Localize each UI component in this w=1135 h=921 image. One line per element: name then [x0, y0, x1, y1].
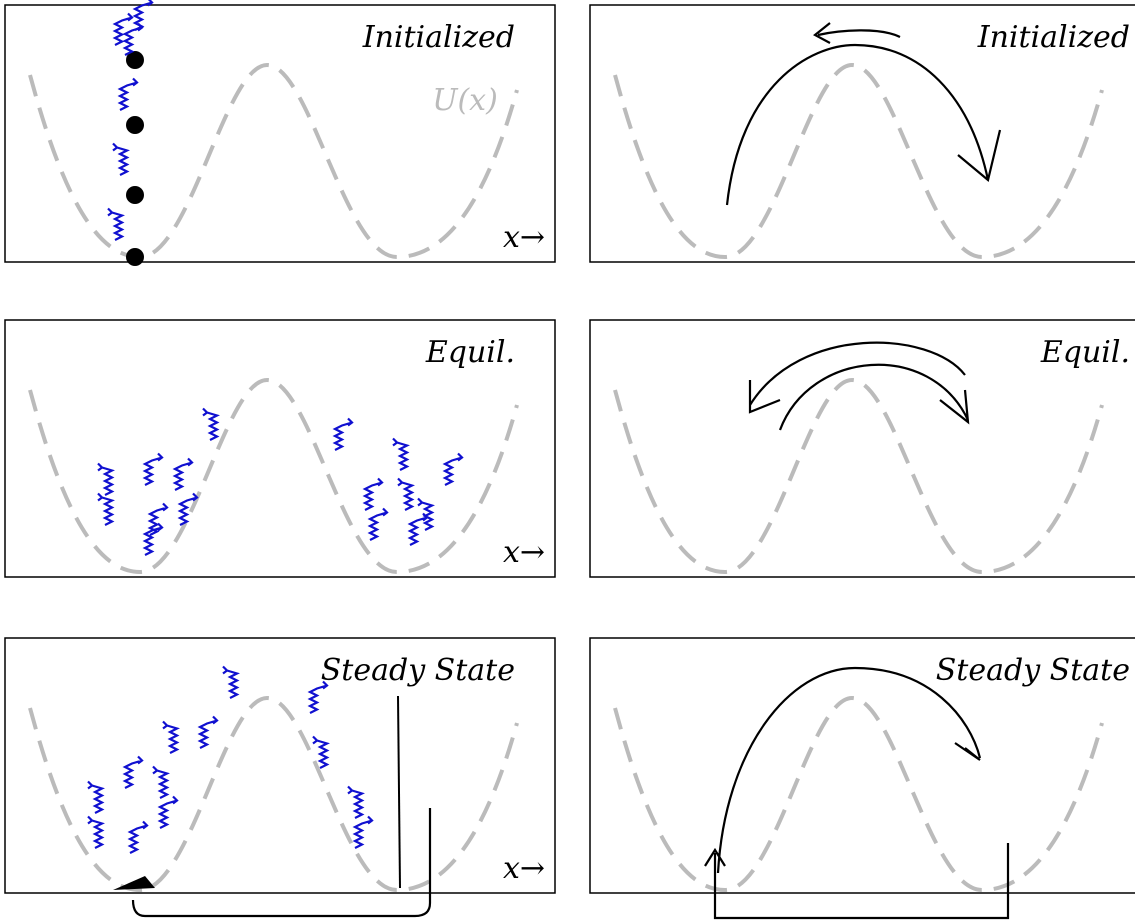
particle-trace [362, 477, 384, 511]
particle [126, 186, 144, 204]
potential-curve [613, 62, 1104, 260]
particle [126, 248, 144, 266]
panel-label: Steady State [936, 653, 1130, 688]
panel-frame [4, 637, 556, 894]
panel-frame [589, 637, 1135, 894]
particle-trace [127, 820, 149, 854]
flow-arrow [725, 43, 1002, 206]
potential-label: U(x) [432, 83, 498, 118]
flow-arrow [813, 22, 901, 44]
flow-arrow [704, 843, 1010, 920]
panel-frame [4, 4, 556, 263]
potential-curve [613, 377, 1104, 575]
flow-arrow [716, 666, 982, 874]
panel-label: Initialized [977, 20, 1130, 55]
panel: Steady State x→ [4, 637, 556, 918]
particle-trace [312, 735, 330, 769]
potential-curve [28, 377, 519, 575]
particle-trace [352, 815, 374, 849]
panel-label: Equil. [425, 335, 515, 370]
particle [126, 116, 144, 134]
particle-trace [87, 780, 105, 814]
axis-label: x→ [503, 220, 545, 255]
particle-trace [117, 77, 139, 111]
particle-trace [97, 462, 115, 496]
particle-trace [97, 492, 115, 526]
axis-label: x→ [503, 851, 545, 886]
particle-trace [157, 795, 179, 829]
panel-label: Equil. [1040, 335, 1130, 370]
particle-trace [162, 720, 180, 754]
potential-curve [28, 62, 519, 260]
particle-trace [392, 437, 410, 471]
particle-trace [112, 12, 134, 46]
particle-trace [222, 665, 240, 699]
particle-trace [367, 507, 389, 541]
particle-trace [107, 207, 125, 241]
panel-label: Steady State [321, 653, 515, 688]
particle-trace [407, 512, 429, 546]
particle-trace [202, 407, 220, 441]
potential-curve [28, 695, 519, 893]
particle-trace [307, 680, 329, 714]
panel-frame [4, 319, 556, 578]
flow-arrow [778, 363, 970, 431]
panel: Equil. [589, 319, 1135, 578]
particle-trace [122, 755, 144, 789]
axis-label: x→ [503, 535, 545, 570]
flow-arrow [131, 808, 432, 918]
particle-trace [397, 477, 415, 511]
particle-trace [122, 22, 144, 56]
particle-trace [347, 785, 365, 819]
particle-trace [152, 765, 170, 799]
flow-arrowhead [113, 876, 155, 890]
particle-trace [142, 452, 164, 486]
particle-trace [112, 142, 130, 176]
particle-trace [197, 715, 219, 749]
particle-trace [142, 522, 164, 556]
particle-trace [332, 417, 354, 451]
panel-frame [589, 319, 1135, 578]
particle-trace [177, 492, 199, 526]
panel-label: Initialized [362, 20, 515, 55]
panel-frame [589, 4, 1135, 263]
flow-arrow [748, 341, 966, 414]
particle-trace [172, 457, 194, 491]
panel: Initialized U(x) x→ [4, 0, 556, 266]
panel: Equil. x→ [4, 319, 556, 578]
particle-trace [417, 497, 435, 531]
particle [126, 51, 144, 69]
particle-trace [87, 815, 105, 849]
panel: Initialized [589, 4, 1135, 263]
particle-trace [442, 452, 464, 486]
panel: Steady State [589, 637, 1135, 920]
barrier [397, 695, 401, 889]
potential-curve [613, 695, 1104, 893]
